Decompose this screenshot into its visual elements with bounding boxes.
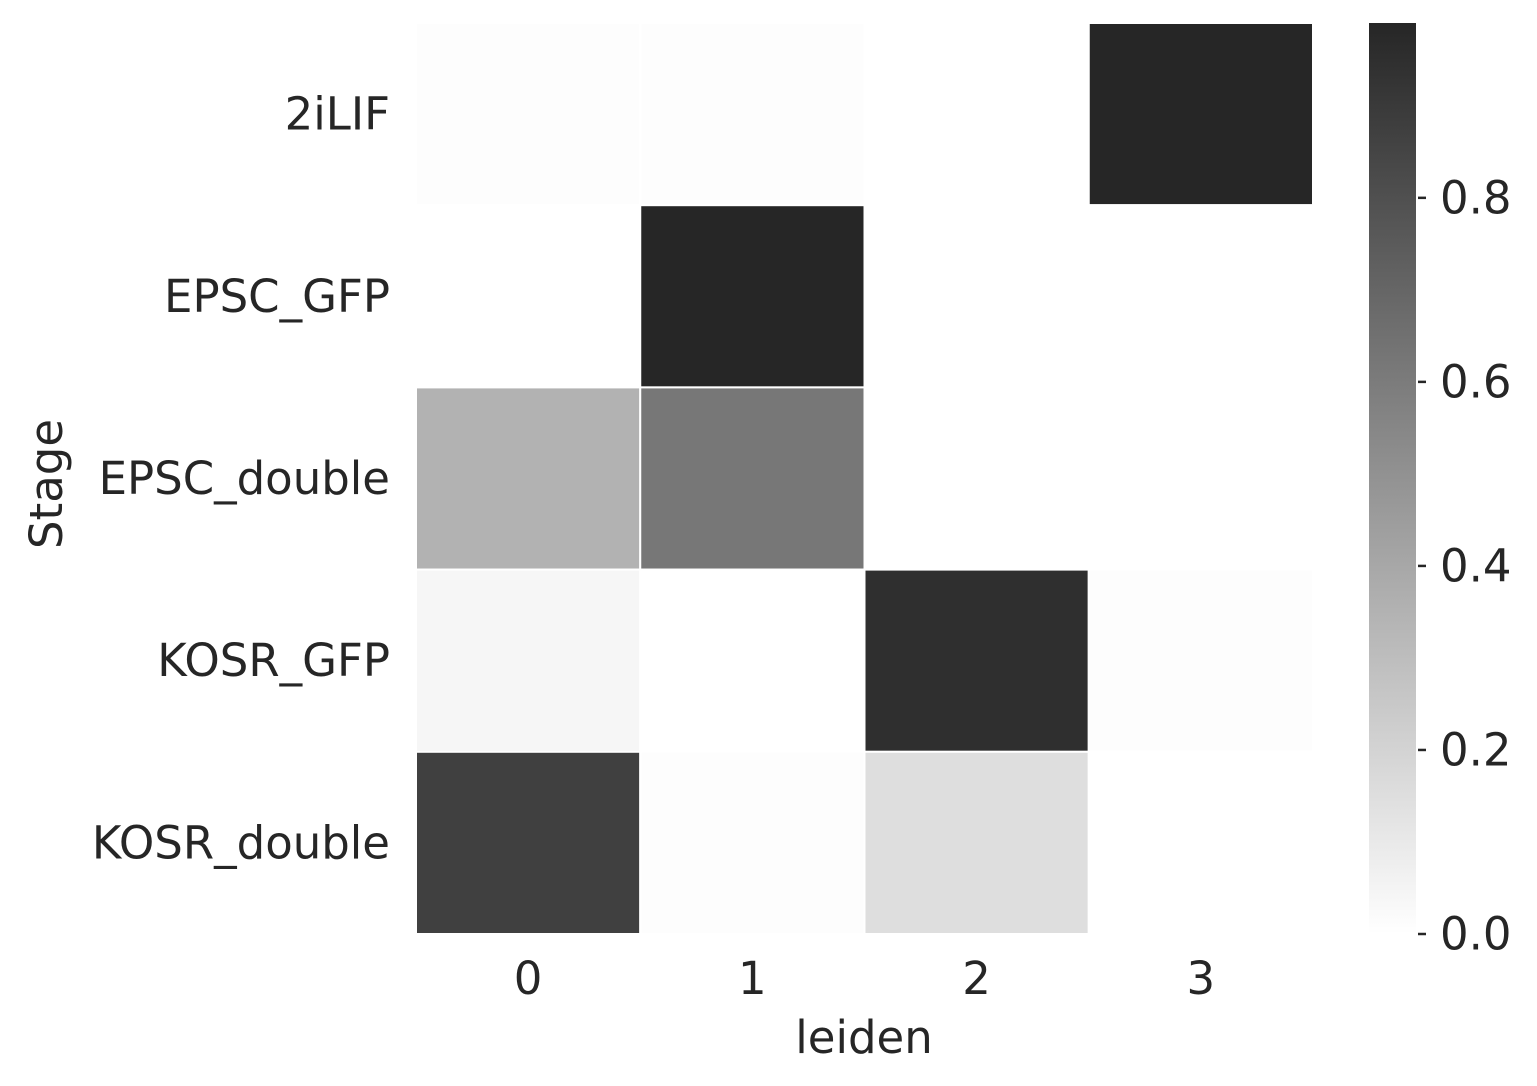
heatmap-cell [639, 22, 866, 207]
heatmap-cell [1087, 22, 1314, 207]
colorbar-tick-label: 0.0 [1440, 908, 1512, 961]
heatmap-cell [863, 204, 1090, 389]
heatmap-cell [863, 22, 1090, 207]
y-tick-label: EPSC_GFP [164, 270, 390, 323]
heatmap-cell [1087, 386, 1314, 571]
x-tick-labels: 0 1 2 3 [514, 952, 1215, 1005]
colorbar [1369, 23, 1416, 934]
colorbar-tick-label: 0.2 [1440, 723, 1512, 776]
heatmap-cells [415, 22, 1314, 935]
heatmap-cell [639, 204, 866, 389]
heatmap-cell [415, 750, 642, 935]
x-tick-label: 2 [962, 952, 991, 1005]
heatmap-cell [415, 568, 642, 753]
heatmap-cell [1087, 750, 1314, 935]
heatmap-cell [639, 386, 866, 571]
colorbar-tick-label: 0.4 [1440, 539, 1512, 592]
heatmap-cell [415, 386, 642, 571]
colorbar-ticks: 0.0 0.2 0.4 0.6 0.8 [1418, 171, 1512, 961]
colorbar-tick-label: 0.8 [1440, 171, 1512, 224]
x-axis-label: leiden [795, 1011, 932, 1064]
heatmap-cell [639, 568, 866, 753]
y-tick-label: 2iLIF [285, 88, 390, 141]
y-axis-label: Stage [20, 419, 73, 549]
heatmap-cell [863, 750, 1090, 935]
y-tick-label: EPSC_double [99, 452, 390, 505]
y-tick-labels: 2iLIF EPSC_GFP EPSC_double KOSR_GFP KOSR_dou… [92, 88, 390, 870]
x-tick-label: 0 [514, 952, 543, 1005]
colorbar-tick-label: 0.6 [1440, 355, 1512, 408]
x-tick-label: 1 [738, 952, 767, 1005]
x-tick-label: 3 [1187, 952, 1216, 1005]
heatmap-cell [1087, 568, 1314, 753]
heatmap-cell [863, 386, 1090, 571]
y-tick-label: KOSR_double [92, 816, 390, 869]
heatmap-cell [863, 568, 1090, 753]
heatmap-cell [415, 22, 642, 207]
y-tick-label: KOSR_GFP [157, 634, 390, 687]
heatmap-cell [1087, 204, 1314, 389]
heatmap-cell [415, 204, 642, 389]
heatmap-cell [639, 750, 866, 935]
